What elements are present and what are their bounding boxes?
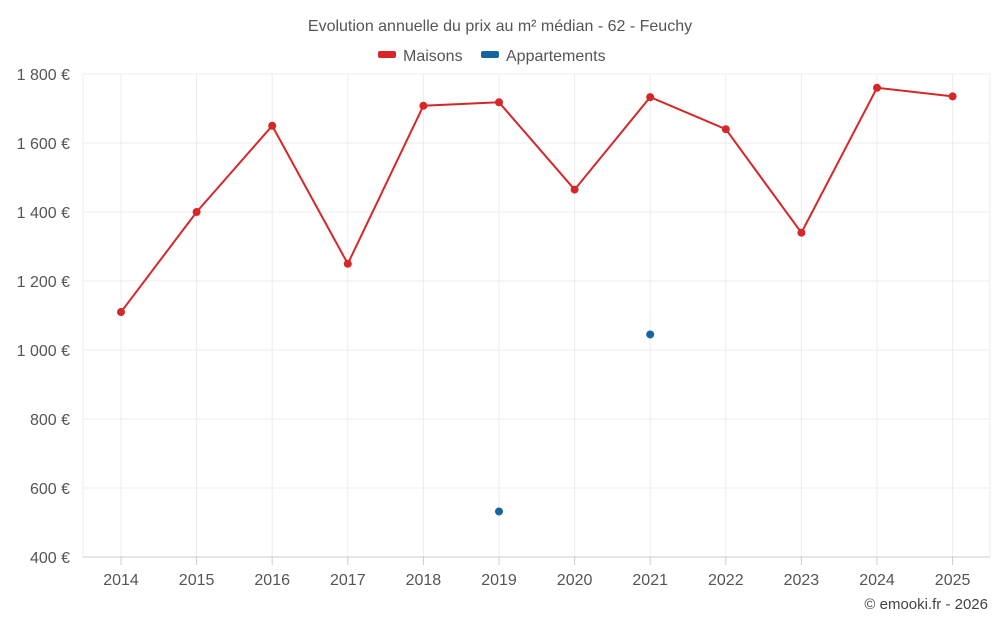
data-point-maisons[interactable] [343,259,352,268]
x-tick-label: 2022 [708,572,744,589]
y-tick-label: 1 000 € [17,343,70,360]
series-line-maisons [120,86,953,313]
legend-label-maisons: Maisons [403,48,463,65]
legend-item-maisons[interactable]: Maisons [378,48,463,65]
x-tick-label: 2023 [784,572,820,589]
data-point-maisons[interactable] [646,93,655,102]
legend-label-appartements: Appartements [506,48,606,65]
grid [82,73,991,557]
x-tick-label: 2014 [103,572,139,589]
y-tick-label: 800 € [30,412,70,429]
x-tick-label: 2018 [406,572,442,589]
x-tick-label: 2016 [254,572,290,589]
data-point-maisons[interactable] [570,185,579,194]
x-tick-label: 2024 [859,572,895,589]
data-point-maisons[interactable] [268,121,277,130]
y-tick-label: 1 200 € [17,274,70,291]
y-tick-label: 1 800 € [17,67,70,84]
x-tick-label: 2015 [179,572,215,589]
y-tick-label: 600 € [30,481,70,498]
data-point-maisons[interactable] [873,83,881,92]
y-tick-label: 1 600 € [17,136,70,153]
legend: Maisons Appartements [378,48,606,65]
data-point-maisons[interactable] [721,125,730,134]
data-point-maisons[interactable] [948,92,957,101]
x-tick-label: 2020 [557,572,593,589]
data-point-appartements[interactable] [646,330,655,339]
data-point-appartements[interactable] [495,507,503,516]
data-point-maisons[interactable] [797,228,806,237]
y-axis: 400 € 600 € 800 € 1 000 € 1 200 € 1 400 € 1 60… [17,67,70,567]
data-point-maisons[interactable] [117,308,125,317]
data-point-maisons[interactable] [419,101,428,110]
data-point-maisons[interactable] [495,98,503,107]
x-tick-label: 2021 [632,572,668,589]
x-tick-label: 2017 [330,572,366,589]
data-point-maisons[interactable] [192,208,201,216]
x-tick-label: 2025 [935,572,971,589]
legend-item-appartements[interactable]: Appartements [481,48,606,65]
y-tick-label: 400 € [30,550,70,567]
x-tick-label: 2019 [481,572,517,589]
y-tick-label: 1 400 € [17,205,70,222]
credit: © emooki.fr - 2026 [864,596,988,613]
chart-title: Evolution annuelle du prix au m² médian … [308,18,692,35]
legend-swatch-maisons [378,51,396,58]
legend-swatch-appartements [481,51,499,58]
series-layer [117,83,957,516]
x-axis: 2014 2015 2016 2017 2018 2019 2020 2021 2022 2023… [83,556,990,589]
